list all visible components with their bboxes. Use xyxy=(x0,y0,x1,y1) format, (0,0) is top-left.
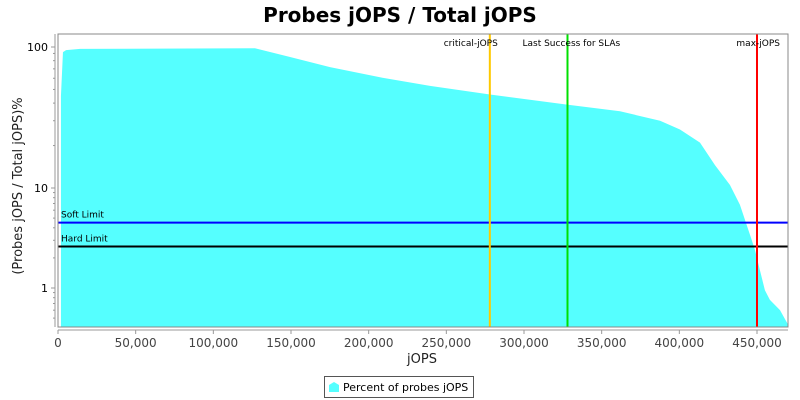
marker-label: Last Success for SLAs xyxy=(522,39,620,49)
marker-label: critical-jOPS xyxy=(444,39,498,49)
legend-label: Percent of probes jOPS xyxy=(343,380,469,394)
marker-label: max-jOPS xyxy=(736,39,780,49)
x-tick-label: 250,000 xyxy=(422,336,472,350)
x-tick-label: 0 xyxy=(54,336,62,350)
x-tick-label: 350,000 xyxy=(577,336,627,350)
marker-label: Hard Limit xyxy=(61,235,108,245)
chart-title: Probes jOPS / Total jOPS xyxy=(263,3,537,27)
marker-label: Soft Limit xyxy=(61,211,104,221)
x-tick-label: 450,000 xyxy=(732,336,782,350)
x-tick-label: 200,000 xyxy=(344,336,394,350)
y-tick-label: 100 xyxy=(27,41,48,54)
x-axis-label: jOPS xyxy=(406,352,437,367)
x-tick-label: 100,000 xyxy=(189,336,239,350)
y-tick-label: 10 xyxy=(34,182,48,195)
x-tick-label: 400,000 xyxy=(655,336,705,350)
x-tick-label: 150,000 xyxy=(266,336,316,350)
y-axis-label: (Probes jOPS / Total jOPS)% xyxy=(11,97,26,274)
x-tick-label: 300,000 xyxy=(499,336,549,350)
series-area-percent-of-probes-jops xyxy=(60,48,789,327)
legend-swatch-icon xyxy=(329,382,339,392)
legend: Percent of probes jOPS xyxy=(324,376,475,398)
x-tick-label: 50,000 xyxy=(115,336,157,350)
y-tick-label: 1 xyxy=(41,282,48,295)
plot-border xyxy=(57,33,789,328)
